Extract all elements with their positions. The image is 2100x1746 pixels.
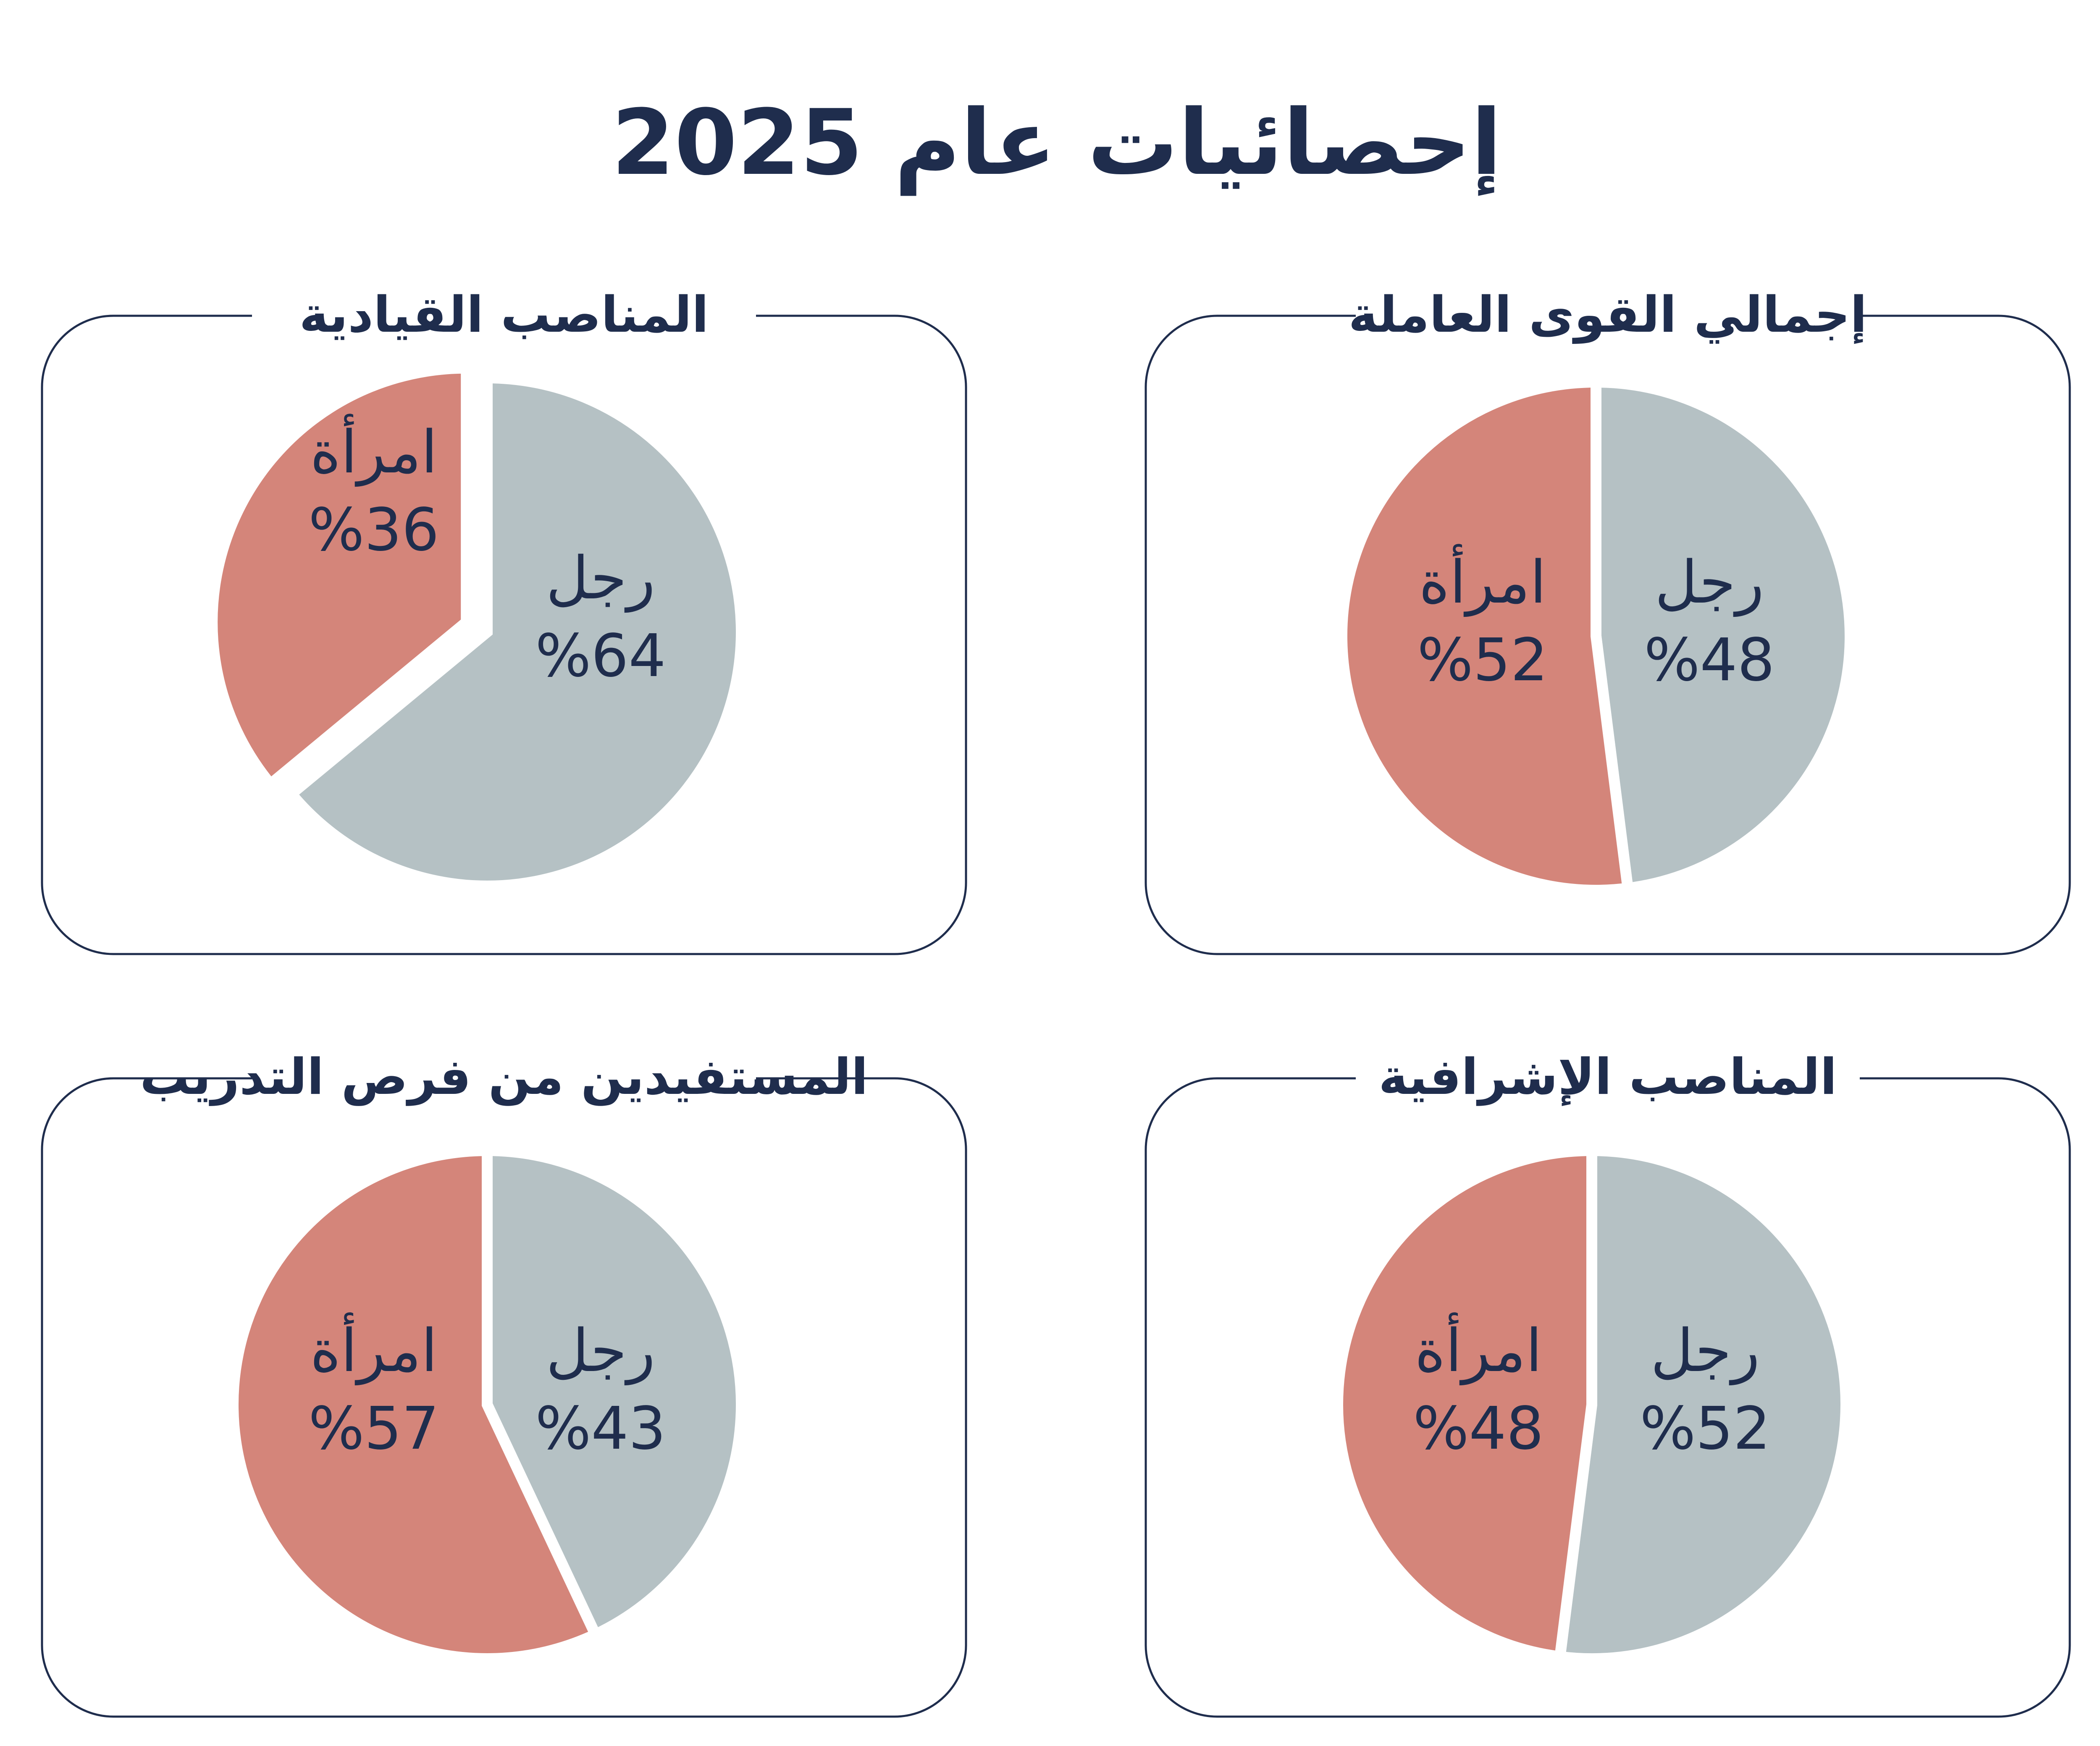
pie-slice-men [1554,1145,1851,1664]
page-title: إحصائيات عام 2025 [612,90,1502,195]
slice-label-men: رجل [546,544,655,613]
panel-frame [1144,315,2071,955]
chart-title: المستفيدين من فرص التدريب [140,1048,868,1106]
pie-slice-women [1332,1145,1597,1663]
slice-label-men: رجل [546,1317,655,1385]
panel-frame [41,1077,967,1718]
chart-panel: المناصب القيادية رجل %64 امرأة %36 [41,286,967,955]
chart-title: المناصب القيادية [299,286,709,343]
slice-value-women: %36 [308,496,439,564]
panel-frame [41,315,967,955]
chart-panel: إجمالي القوى العاملة رجل %48 امرأة %52 [1144,286,2071,955]
slice-value-men: %52 [1640,1395,1770,1463]
pie-slice-men [482,1145,747,1642]
slice-value-men: %48 [1644,626,1774,695]
pie-slice-women [1336,376,1634,896]
pie-slice-men [284,372,747,891]
pie-slice-men [1591,376,1856,894]
chart-title: إجمالي القوى العاملة [1348,286,1867,344]
chart-title: المناصب الإشرافية [1378,1048,1837,1106]
slice-value-women: %57 [308,1395,439,1463]
pie-slice-women [207,362,472,792]
slice-label-women: امرأة [1419,544,1546,617]
slice-label-men: رجل [1651,1317,1760,1385]
slice-label-women: امرأة [1415,1313,1542,1385]
slice-label-men: رجل [1655,548,1764,617]
slice-value-women: %52 [1417,626,1548,695]
slice-value-men: %43 [535,1395,666,1463]
pie-slice-women [228,1145,603,1664]
chart-panel: المناصب الإشرافية رجل %52 امرأة %48 [1144,1048,2071,1718]
slice-label-women: امرأة [310,414,437,487]
chart-panel: المستفيدين من فرص التدريب رجل %43 امرأة %57 [41,1048,967,1718]
panel-frame [1144,1077,2071,1718]
slice-value-men: %64 [535,622,666,690]
slice-label-women: امرأة [310,1313,437,1385]
slice-value-women: %48 [1413,1395,1544,1463]
